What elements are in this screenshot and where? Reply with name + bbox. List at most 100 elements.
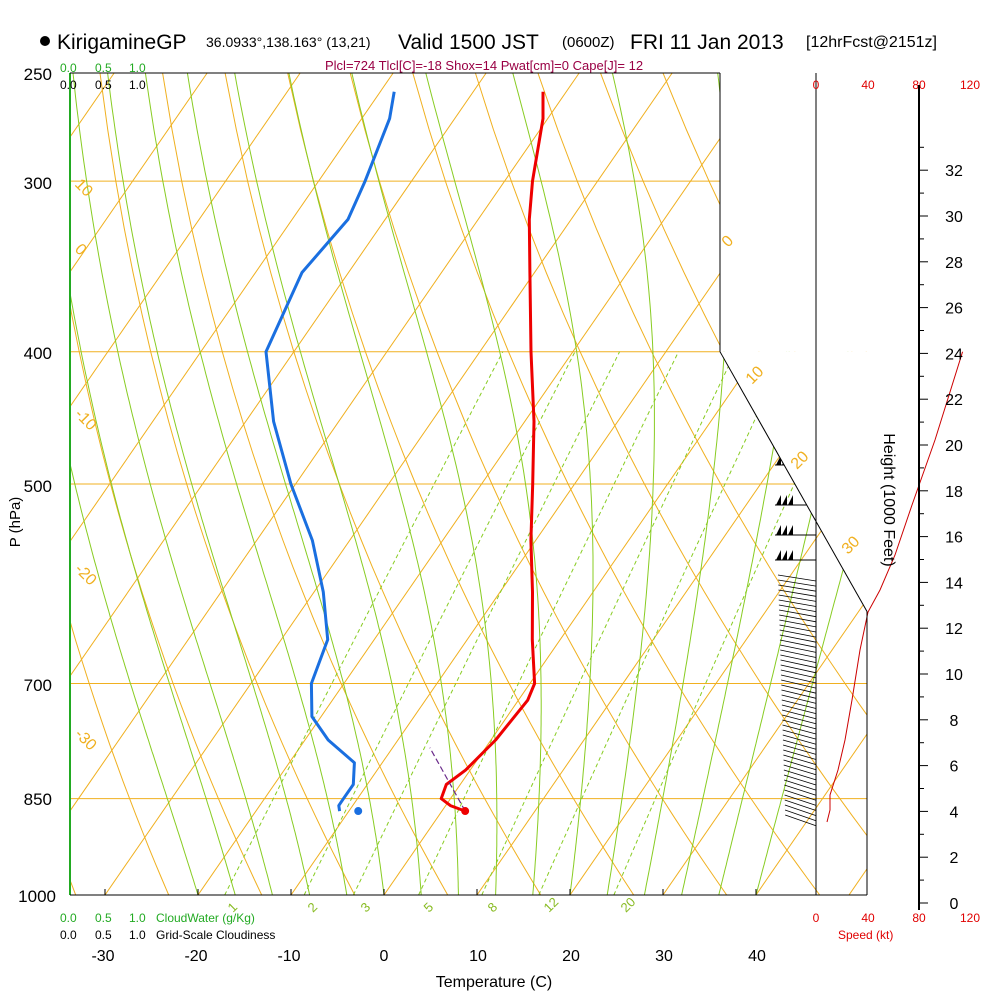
height-tick-label: 22 <box>945 392 963 409</box>
speed-top-40: 40 <box>861 78 875 92</box>
wind-flag <box>776 550 781 560</box>
height-tick-label: 32 <box>945 163 963 180</box>
wind-barb-lower <box>782 720 816 729</box>
mixing-ratio-label: 2 <box>305 899 321 915</box>
height-tick-label: 12 <box>945 621 963 638</box>
station-marker-icon <box>40 36 50 46</box>
cloudwater-scale-0: 0.0 <box>60 911 77 925</box>
p-tick-250: 250 <box>24 65 52 84</box>
wind-barb-lower <box>783 755 816 765</box>
t-tick-10: 10 <box>469 948 487 965</box>
wind-flag <box>788 550 793 560</box>
height-tick-label: 24 <box>945 346 963 363</box>
wind-barb-lower <box>784 780 816 790</box>
t-tick-m20: -20 <box>184 948 207 965</box>
wind-barb-lower <box>784 785 816 795</box>
station-name: KirigamineGP <box>57 31 187 54</box>
height-tick-label: 6 <box>950 759 959 776</box>
wind-flag <box>782 525 787 535</box>
cloudiness-label: Grid-Scale Cloudiness <box>156 928 275 942</box>
isotherm-line <box>0 73 21 895</box>
pressure-axis-label: P (hPa) <box>7 497 24 548</box>
t-tick-m10: -10 <box>277 948 300 965</box>
p-tick-300: 300 <box>24 174 52 193</box>
temperature-axis-label: Temperature (C) <box>436 974 552 991</box>
wind-flag <box>776 525 781 535</box>
wind-flag <box>782 495 787 505</box>
wind-barb-lower <box>782 700 816 709</box>
mixing-ratio-line <box>225 352 503 895</box>
height-tick-label: 8 <box>950 713 959 730</box>
speed-axis-label: Speed (kt) <box>838 928 893 942</box>
wind-barb-lower <box>778 575 816 581</box>
wind-barb-lower <box>783 750 816 760</box>
cloudiness-scale-0: 0.0 <box>60 928 77 942</box>
cloudiness-scale-1: 0.5 <box>95 928 112 942</box>
isotherm-label: -10 <box>71 406 99 434</box>
height-tick-label: 16 <box>945 530 963 547</box>
wind-barb-lower <box>784 760 816 770</box>
height-tick-label: 26 <box>945 301 963 318</box>
wind-barb-lower <box>782 705 816 714</box>
p-tick-700: 700 <box>24 676 52 695</box>
wind-flag <box>782 550 787 560</box>
height-tick-label: 10 <box>945 667 963 684</box>
t-tick-0: 0 <box>380 948 389 965</box>
wind-barb-lower <box>781 675 816 683</box>
green-scale-0: 0.0 <box>60 61 77 75</box>
wind-barb-lower <box>784 770 816 780</box>
cloudiness-scale-2: 1.0 <box>129 928 146 942</box>
speed-bot-0: 0 <box>813 911 820 925</box>
cloudwater-scale-2: 1.0 <box>129 911 146 925</box>
height-tick-label: 18 <box>945 484 963 501</box>
speed-bot-40: 40 <box>861 911 875 925</box>
wind-barb-lower <box>779 600 816 607</box>
black-scale-1: 0.5 <box>95 78 112 92</box>
surface-dewpoint-dot <box>354 807 362 815</box>
wind-barb-lower <box>785 815 816 826</box>
green-scale-1: 0.5 <box>95 61 112 75</box>
p-tick-400: 400 <box>24 344 52 363</box>
valid-time: Valid 1500 JST <box>398 31 539 54</box>
height-tick-label: 20 <box>945 438 963 455</box>
wind-barb-lower <box>781 670 816 678</box>
mixing-ratio-line <box>419 352 679 895</box>
height-axis-label: Height (1000 Feet) <box>880 433 897 566</box>
wind-flag <box>788 525 793 535</box>
forecast-date: FRI 11 Jan 2013 <box>630 31 784 54</box>
station-coords: 36.0933°,138.163° (13,21) <box>206 34 371 50</box>
t-tick-20: 20 <box>562 948 580 965</box>
wind-barb-lower <box>778 590 816 596</box>
mixing-ratio-label: 8 <box>485 899 501 915</box>
wind-barb-lower <box>782 695 816 703</box>
stability-indices: Plcl=724 Tlcl[C]=-18 Shox=14 Pwat[cm]=0 … <box>325 58 643 73</box>
utc-time: (0600Z) <box>562 34 615 51</box>
wind-flag <box>776 495 781 505</box>
mixing-ratio-label: 12 <box>541 894 562 915</box>
p-tick-500: 500 <box>24 477 52 496</box>
height-tick-label: 2 <box>950 850 959 867</box>
speed-top-0: 0 <box>813 78 820 92</box>
cloudwater-scale-1: 0.5 <box>95 911 112 925</box>
mixing-ratio-label: 5 <box>421 899 437 915</box>
p-tick-1000: 1000 <box>18 887 56 906</box>
height-tick-label: 4 <box>950 804 959 821</box>
t-tick-m30: -30 <box>91 948 114 965</box>
forecast-info: [12hrFcst@2151z] <box>806 34 937 51</box>
black-scale-0: 0.0 <box>60 78 77 92</box>
speed-bot-80: 80 <box>912 911 926 925</box>
mixing-ratio-label: 3 <box>358 899 374 915</box>
height-tick-label: 30 <box>945 209 963 226</box>
height-tick-label: 14 <box>945 575 963 592</box>
mixing-ratio-line <box>539 352 787 895</box>
black-scale-2: 1.0 <box>129 78 146 92</box>
wind-barb-lower <box>785 805 816 816</box>
height-tick-label: 0 <box>950 896 959 913</box>
t-tick-40: 40 <box>748 948 766 965</box>
wind-barb-lower <box>784 775 816 785</box>
sounding-series <box>266 92 543 815</box>
surface-temperature-dot <box>461 807 469 815</box>
speed-top-120: 120 <box>960 78 980 92</box>
